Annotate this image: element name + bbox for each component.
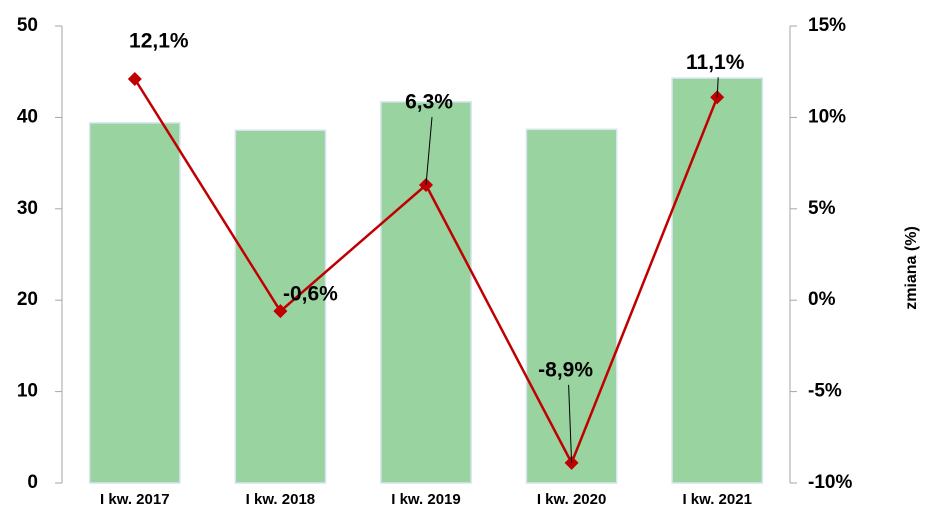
y2-tick-label: 5% (808, 198, 836, 219)
y-tick-label: 0 (27, 472, 38, 493)
y2-tick-label: -5% (808, 381, 842, 402)
bar (88, 122, 181, 484)
x-tick-label: I kw. 2021 (682, 491, 752, 508)
y2-tick-label: 0% (808, 289, 836, 310)
y-tick-label: 40 (17, 106, 38, 127)
y2-tick-label: -10% (808, 472, 852, 493)
bar (525, 128, 618, 484)
line-marker (127, 72, 142, 87)
y2-axis-title: zmiana (%) (903, 226, 920, 310)
data-label: 6,3% (405, 91, 453, 114)
data-label: -0,6% (283, 283, 338, 306)
y2-tick-label: 15% (808, 15, 846, 36)
bar (380, 101, 472, 484)
y-tick-label: 30 (17, 198, 38, 219)
y-tick-label: 20 (17, 289, 38, 310)
data-label: 12,1% (129, 30, 189, 53)
y-tick-label: 10 (17, 381, 38, 402)
x-tick-label: I kw. 2018 (246, 491, 316, 508)
x-tick-label: I kw. 2017 (100, 491, 170, 508)
leader-line (716, 77, 719, 98)
y2-tick-label: 10% (808, 106, 846, 127)
y-tick-label: 50 (17, 15, 38, 36)
x-tick-label: I kw. 2019 (391, 491, 461, 508)
bar (671, 77, 764, 484)
data-label: -8,9% (538, 358, 593, 381)
data-label: 11,1% (686, 51, 745, 74)
leader-line (425, 116, 433, 186)
leader-line (568, 384, 573, 463)
x-tick-label: I kw. 2020 (537, 491, 607, 508)
line-marker (273, 304, 288, 319)
